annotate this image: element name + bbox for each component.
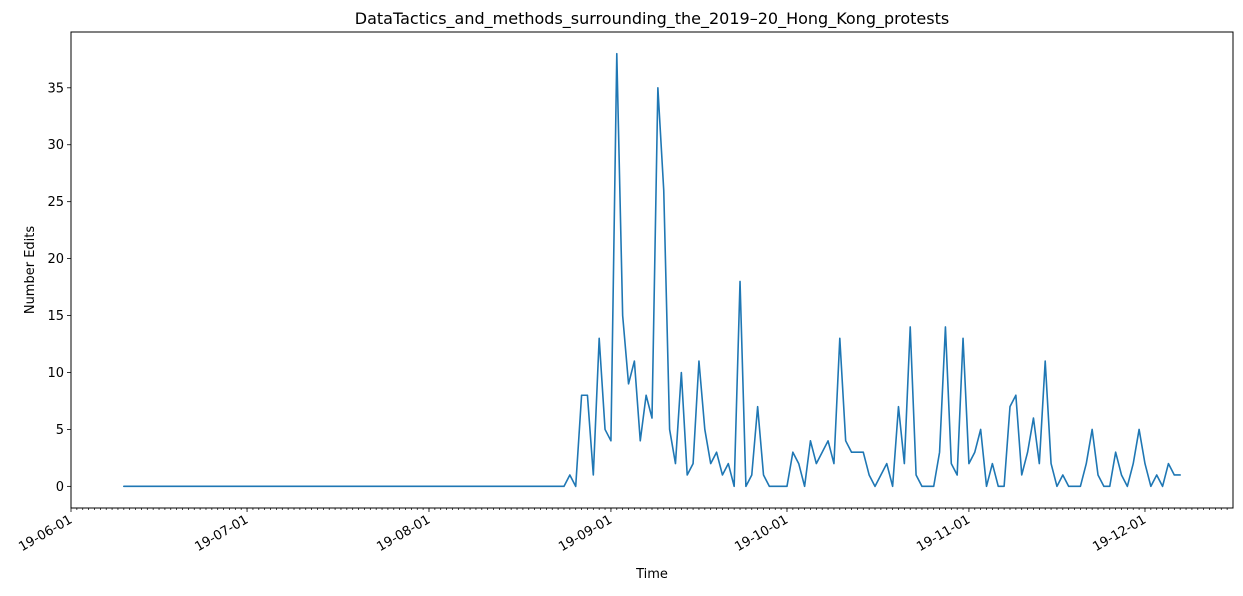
y-tick-label: 15	[47, 309, 64, 324]
series-line-0	[123, 52, 1181, 488]
y-tick-label: 5	[56, 423, 64, 438]
x-axis-label: Time	[635, 567, 668, 582]
y-tick-label: 0	[56, 480, 64, 495]
y-tick-label: 30	[47, 138, 64, 153]
y-tick-label: 20	[47, 252, 64, 267]
y-axis: 0 5 10 15 20 25 30 35	[47, 81, 71, 495]
chart-title: DataTactics_and_methods_surrounding_the_…	[355, 9, 949, 29]
plot-area	[123, 52, 1181, 488]
y-axis-label: Number Edits	[23, 226, 38, 315]
plot-frame	[70, 31, 1234, 509]
y-tick-label: 10	[47, 366, 64, 381]
y-tick-label: 25	[47, 195, 64, 210]
y-tick-label: 35	[47, 81, 64, 96]
